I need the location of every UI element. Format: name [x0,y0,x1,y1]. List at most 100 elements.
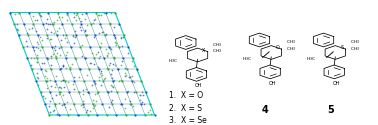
Point [39,38,45,40]
Point [34,54,40,56]
Point [65,114,71,116]
Point [52,80,58,82]
Point [107,23,113,25]
Point [52,105,58,107]
Point [78,20,84,22]
Point [35,47,41,49]
Point [61,103,67,105]
Point [64,19,70,21]
Point [44,80,50,82]
Point [76,91,82,93]
Point [60,94,66,96]
Point [36,12,42,14]
Point [108,101,114,103]
Point [90,22,96,24]
Point [101,30,107,32]
Point [90,107,96,109]
Point [56,93,62,95]
Text: S: S [340,45,343,50]
Point [47,100,53,102]
Point [24,57,30,59]
Point [53,45,59,47]
Point [55,12,61,14]
Point [93,100,99,102]
Point [60,79,66,81]
Point [134,69,140,71]
Point [34,19,40,21]
Point [76,67,82,69]
Point [33,46,39,48]
Point [28,64,34,66]
Point [137,94,143,96]
Point [31,57,37,59]
Point [43,22,49,24]
Text: X: X [202,48,206,52]
Point [82,18,88,20]
Point [122,67,128,69]
Point [91,57,98,59]
Point [90,103,96,105]
Point [65,81,71,83]
Point [99,70,105,72]
Point [72,36,78,38]
Point [104,55,110,57]
Point [46,114,52,116]
Point [122,72,128,74]
Point [91,63,97,65]
Point [71,16,77,18]
Point [104,90,110,92]
Point [76,17,82,19]
Point [15,29,22,31]
Point [40,23,46,25]
Point [54,30,60,32]
Point [130,65,136,67]
Point [47,111,53,113]
Point [127,76,133,78]
Text: CH$_3$: CH$_3$ [350,45,360,52]
Point [102,77,108,79]
Point [147,109,153,111]
Point [96,68,102,70]
Point [34,41,40,43]
Point [147,103,153,105]
Point [106,46,112,48]
Point [92,104,98,106]
Point [83,57,89,59]
Point [128,103,134,105]
Point [51,109,57,111]
Point [109,103,115,105]
Point [31,49,37,51]
Point [113,42,119,44]
Point [113,64,119,66]
Point [143,91,149,93]
Point [33,80,39,82]
Point [54,52,60,54]
Point [103,48,109,50]
Point [84,74,90,76]
Point [105,52,111,54]
Point [125,90,131,92]
Text: H$_3$C: H$_3$C [168,58,178,65]
Point [139,101,145,103]
Text: a: a [56,108,59,112]
Point [122,107,128,109]
Point [148,113,154,115]
Point [101,78,107,80]
Point [20,46,26,48]
Point [37,49,43,51]
Point [62,37,68,39]
Point [125,52,131,54]
Point [14,22,20,24]
Point [91,105,97,107]
Point [112,37,118,39]
Point [125,76,132,78]
Point [96,14,102,16]
Point [116,46,122,48]
Point [63,57,69,59]
Point [83,88,89,90]
Point [34,72,40,74]
Point [71,80,77,82]
Point [48,64,54,66]
Point [64,101,70,103]
Point [152,114,158,116]
